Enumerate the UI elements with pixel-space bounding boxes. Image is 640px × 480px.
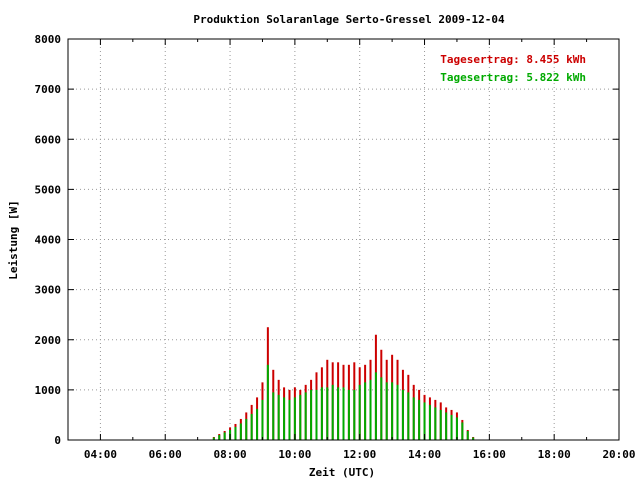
y-tick-label: 2000 <box>35 334 62 347</box>
bar-series2 <box>434 407 437 440</box>
bar-series2 <box>256 408 259 440</box>
legend-entry-series2: Tagesertrag: 5.822 kWh <box>440 71 586 84</box>
x-axis: 04:00 06:00 08:00 10:00 12:00 14:00 16:00 18:00… <box>67 39 636 461</box>
x-tick-label: 08:00 <box>213 448 246 461</box>
bar-series2 <box>293 397 296 440</box>
bar-series2 <box>418 399 421 440</box>
bar-series2 <box>299 394 302 440</box>
bar-series2 <box>428 404 431 440</box>
bar-series2 <box>347 389 350 441</box>
bar-series2 <box>304 392 307 440</box>
y-axis-label: Leistung [W] <box>7 200 20 279</box>
bar-series2 <box>315 389 318 441</box>
y-tick-label: 1000 <box>35 384 62 397</box>
y-tick-label: 6000 <box>35 133 62 146</box>
bar-series2 <box>466 430 469 440</box>
bar-series2 <box>223 432 226 440</box>
bars <box>212 327 475 441</box>
bar-series2 <box>310 389 313 441</box>
bar-series2 <box>401 389 404 441</box>
x-tick-label: 10:00 <box>278 448 311 461</box>
bar-series2 <box>277 394 280 440</box>
y-tick-label: 8000 <box>35 33 62 46</box>
y-tick-label: 4000 <box>35 234 62 247</box>
bar-series2 <box>461 422 464 440</box>
bar-series2 <box>407 392 410 440</box>
bar-series2 <box>272 392 275 440</box>
bar-series2 <box>245 418 248 440</box>
bar-series2 <box>358 384 361 440</box>
x-axis-label: Zeit (UTC) <box>309 466 375 479</box>
x-tick-label: 14:00 <box>408 448 441 461</box>
bar-series2 <box>450 414 453 440</box>
y-tick-label: 0 <box>54 434 61 447</box>
bar-series2 <box>385 382 388 440</box>
x-tick-label: 12:00 <box>343 448 376 461</box>
bar-series2 <box>250 413 253 440</box>
bar-series2 <box>391 382 394 440</box>
bar-series2 <box>455 417 458 440</box>
bar-series2 <box>380 377 383 440</box>
grid <box>68 39 619 440</box>
bar-series2 <box>212 437 215 440</box>
bar-series2 <box>396 384 399 440</box>
x-tick-label: 04:00 <box>84 448 117 461</box>
bar-series2 <box>261 399 264 440</box>
bar-series2 <box>331 384 334 440</box>
bar-series2 <box>445 412 448 440</box>
bar-series2 <box>374 372 377 440</box>
bar-series2 <box>369 379 372 440</box>
y-tick-label: 7000 <box>35 83 62 96</box>
bar-series2 <box>239 423 242 440</box>
bar-series2 <box>412 397 415 440</box>
bar-series2 <box>472 437 475 440</box>
y-axis: 0 1000 2000 3000 4000 5000 6000 7000 8000 <box>35 33 619 447</box>
bar-series2 <box>337 387 340 440</box>
bar-series2 <box>326 387 329 440</box>
x-tick-label: 18:00 <box>538 448 571 461</box>
bar-series2 <box>342 387 345 440</box>
bar-series2 <box>320 387 323 440</box>
bar-series2 <box>234 426 237 440</box>
y-tick-label: 3000 <box>35 284 62 297</box>
bar-series2 <box>266 364 269 440</box>
chart-title: Produktion Solaranlage Serto-Gressel 200… <box>193 13 505 26</box>
bar-series2 <box>283 397 286 440</box>
bar-series2 <box>353 389 356 441</box>
legend: Tagesertrag: 8.455 kWh Tagesertrag: 5.82… <box>440 53 586 84</box>
y-tick-label: 5000 <box>35 183 62 196</box>
bar-series2 <box>439 409 442 440</box>
bar-series2 <box>288 399 291 440</box>
x-tick-label: 06:00 <box>149 448 182 461</box>
legend-entry-series1: Tagesertrag: 8.455 kWh <box>440 53 586 66</box>
bar-series2 <box>218 434 221 440</box>
x-tick-label: 16:00 <box>473 448 506 461</box>
bar-series2 <box>423 402 426 440</box>
x-tick-label: 20:00 <box>602 448 635 461</box>
bar-series2 <box>364 382 367 440</box>
